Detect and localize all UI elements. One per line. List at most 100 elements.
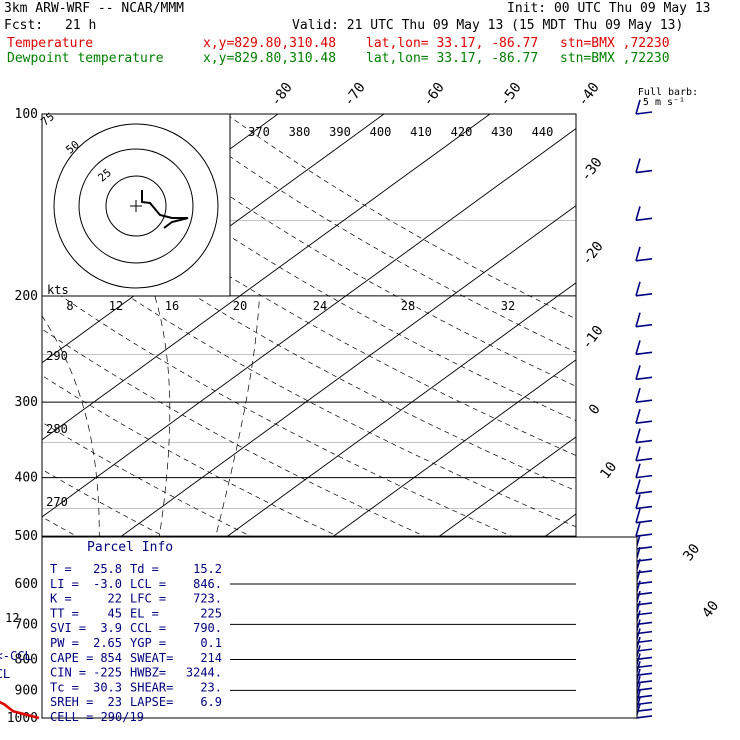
valid-time: Valid: 21 UTC Thu 09 May 13 (15 MDT Thu …: [292, 18, 684, 33]
dry-adiabat-label: 280: [46, 422, 68, 436]
wind-barb-flag: [635, 428, 641, 443]
parcel-info-label: SVI =: [50, 621, 86, 635]
wind-barb-flag: [635, 446, 641, 461]
pressure-tick-label: 700: [15, 617, 38, 632]
wind-barb-flag: [635, 521, 641, 537]
wind-barb: [635, 217, 653, 222]
parcel-info-value: 854: [100, 651, 122, 665]
isotherm-tick-label: -10: [579, 323, 607, 353]
parcel-info-value: 0.1: [200, 636, 222, 650]
parcel-info-value: 22: [108, 592, 122, 606]
parcel-info-value: -3.0: [93, 577, 122, 591]
parcel-info-label: PW =: [50, 636, 79, 650]
parcel-info-value: 23: [108, 695, 122, 709]
theta-label: 400: [370, 125, 392, 139]
wind-barb: [635, 351, 653, 356]
wind-speed-label: 28: [401, 299, 415, 313]
parcel-info-label: SWEAT=: [130, 651, 173, 665]
theta-label: 440: [532, 125, 554, 139]
temperature-legend: Temperature: [7, 36, 94, 51]
theta-label: 410: [410, 125, 432, 139]
dry-adiabat-label: 290: [46, 349, 68, 363]
parcel-info-box: [41, 536, 638, 719]
wind-barb: [635, 111, 653, 115]
parcel-info-label: YGP =: [130, 636, 166, 650]
wind-barb-flag: [635, 494, 641, 509]
isotherm-tick-label: -80: [268, 80, 296, 110]
wind-barbs: Full barb:5 m s⁻¹: [635, 87, 698, 719]
init-time: Init: 00 UTC Thu 09 May 13: [507, 1, 711, 16]
isotherm-tick-label: -50: [497, 80, 525, 110]
parcel-info-label: HWBZ=: [130, 666, 166, 680]
pressure-tick-label: 600: [15, 577, 38, 592]
parcel-info-value: 15.2: [193, 562, 222, 576]
parcel-info-cell: CELL = 290/19: [50, 710, 144, 724]
pressure-tick-label: 900: [15, 683, 38, 698]
wind-barb: [635, 558, 653, 562]
isotherm-tick-label: 10: [597, 459, 620, 482]
isotherm-line: [42, 128, 576, 518]
parcel-info-label: CAPE =: [50, 651, 93, 665]
wind-barb: [635, 399, 653, 403]
pressure-tick-label: 800: [15, 652, 38, 667]
isotherm-tick-label: -60: [420, 80, 448, 110]
wind-barb: [635, 715, 653, 719]
parcel-level-marker: <-LCL: [0, 667, 10, 681]
temperature-station: stn=BMX ,72230: [560, 36, 670, 51]
isotherm-tick-label: -70: [341, 80, 369, 110]
parcel-level-marker: <-CCL: [0, 649, 32, 663]
dewpoint-latlon: lat,lon= 33.17, -86.77: [366, 51, 539, 66]
pressure-tick-label: 200: [15, 289, 38, 304]
wind-barb-flag: [635, 365, 641, 380]
mixing-ratio-label: 12: [5, 611, 19, 625]
wind-barb: [635, 420, 653, 424]
dry-adiabat-line: [61, 114, 576, 422]
parcel-info-label: Td =: [130, 562, 159, 576]
wind-barb-flag: [635, 206, 641, 221]
parcel-info-value: 790.: [193, 621, 222, 635]
wind-speed-label: 12: [109, 299, 123, 313]
profile-lower-overlay: [0, 583, 576, 720]
axis-labels: 100200300400500600700800900100023581220-…: [0, 80, 722, 726]
parcel-info-label: LI =: [50, 577, 79, 591]
dewpoint-xy: x,y=829.80,310.48: [203, 51, 337, 66]
forecast-hour: 21 h: [65, 18, 97, 33]
wind-barb: [635, 323, 653, 328]
parcel-info-value: 2.65: [93, 636, 122, 650]
isotherm-line: [42, 114, 385, 364]
forecast-label: Fcst:: [4, 18, 44, 33]
dry-adiabat-line: [116, 114, 576, 387]
parcel-info-label: CIN =: [50, 666, 86, 680]
theta-label: 420: [451, 125, 473, 139]
parcel-info-label: TT =: [50, 606, 79, 620]
wind-speed-label: 16: [165, 299, 179, 313]
parcel-info-value: 723.: [193, 592, 222, 606]
parcel-info-label: SREH =: [50, 695, 93, 709]
barb-legend-title: Full barb:: [638, 87, 698, 98]
wind-speed-label: 20: [233, 299, 247, 313]
dewpoint-legend: Dewpoint temperature: [7, 51, 164, 66]
isotherm-line: [42, 114, 491, 441]
parcel-info-panel: Parcel Info T = 25.8 Td = 15.2 LI = -3.0 LCL = 8…: [0, 536, 638, 724]
isotherm-tick-label: 30: [680, 541, 703, 564]
parcel-info-label: EL =: [130, 606, 159, 620]
parcel-info-value: 214: [200, 651, 222, 665]
wind-barb-flag: [635, 463, 641, 478]
theta-label: 390: [329, 125, 351, 139]
hodograph-ring: [78, 148, 194, 264]
hodograph-ring: [105, 175, 167, 237]
dewpoint-station: stn=BMX ,72230: [560, 51, 670, 66]
wind-barb-flag: [635, 312, 641, 327]
parcel-info-label: K =: [50, 592, 72, 606]
temperature-latlon: lat,lon= 33.17, -86.77: [366, 36, 539, 51]
wind-barb-flag: [635, 246, 641, 262]
wind-speed-label: 24: [313, 299, 327, 313]
dry-adiabat-label: 270: [46, 495, 68, 509]
parcel-info-label: SHEAR=: [130, 680, 173, 694]
parcel-info-label: LFC =: [130, 592, 166, 606]
theta-label: 370: [248, 125, 270, 139]
wind-speed-label: 8: [66, 299, 73, 313]
wind-barb-flag: [635, 479, 641, 494]
